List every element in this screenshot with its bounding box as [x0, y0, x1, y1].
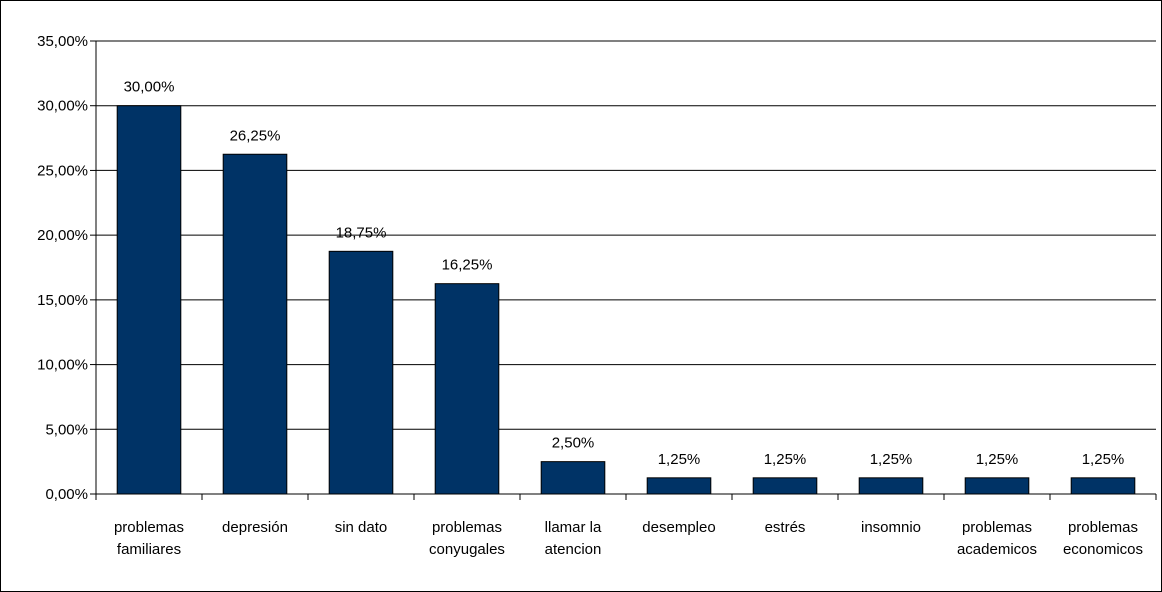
x-tick-label: sin dato — [335, 519, 388, 536]
y-tick-label: 25,00% — [37, 162, 88, 179]
y-tick-label: 10,00% — [37, 357, 88, 374]
data-label: 1,25% — [976, 451, 1019, 468]
x-tick-label: estrés — [765, 519, 806, 536]
x-tick-label: problemas — [1068, 519, 1138, 536]
x-tick-label: conyugales — [429, 541, 505, 558]
data-label: 1,25% — [658, 451, 701, 468]
x-tick-label: problemas — [962, 519, 1032, 536]
labels: 0,00% 5,00% 10,00% 15,00% 20,00% 25,00% 30,00%… — [37, 33, 1143, 558]
y-tick-label: 30,00% — [37, 98, 88, 115]
x-tick-label: problemas — [114, 519, 184, 536]
y-tick-label: 20,00% — [37, 227, 88, 244]
bar — [752, 477, 818, 495]
x-tick-label: llamar la — [545, 519, 602, 536]
bar — [434, 283, 500, 495]
data-label: 26,25% — [230, 127, 281, 144]
bar — [540, 461, 606, 495]
bar — [1070, 477, 1136, 495]
y-tick-label: 5,00% — [45, 421, 88, 438]
bar — [964, 477, 1030, 495]
y-tick-label: 0,00% — [45, 486, 88, 503]
bar — [328, 250, 394, 495]
x-tick-label: desempleo — [642, 519, 715, 536]
bar — [116, 105, 182, 495]
bar — [222, 153, 288, 495]
bar — [858, 477, 924, 495]
x-tick-label: depresión — [222, 519, 288, 536]
data-label: 30,00% — [124, 79, 175, 96]
data-label: 1,25% — [1082, 451, 1125, 468]
data-label: 18,75% — [336, 224, 387, 241]
x-tick-label: economicos — [1063, 541, 1143, 558]
x-tick-label: academicos — [957, 541, 1037, 558]
data-label: 2,50% — [552, 435, 595, 452]
data-label: 16,25% — [442, 257, 493, 274]
data-label: 1,25% — [870, 451, 913, 468]
x-tick-label: insomnio — [861, 519, 921, 536]
x-tick-label: problemas — [432, 519, 502, 536]
y-tick-label: 15,00% — [37, 292, 88, 309]
bars — [116, 105, 1136, 495]
data-label: 1,25% — [764, 451, 807, 468]
bar — [646, 477, 712, 495]
y-tick-label: 35,00% — [37, 33, 88, 50]
x-tick-label: atencion — [545, 541, 602, 558]
x-tick-label: familiares — [117, 541, 181, 558]
axes — [90, 40, 1157, 500]
